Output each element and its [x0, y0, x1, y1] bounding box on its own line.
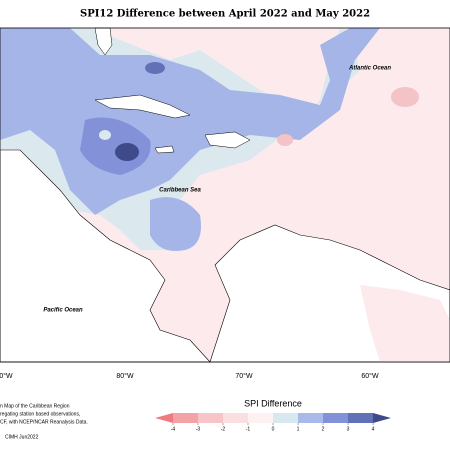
colorbar-bin	[223, 413, 248, 423]
footnote-line: CIMH Jun2022	[5, 434, 39, 440]
colorbar-tick-label: 3	[347, 426, 350, 432]
hispaniola	[204, 131, 251, 149]
colorbar-tick-label: 0	[272, 426, 275, 432]
colorbar-bin	[173, 413, 198, 423]
legend-title: SPI Difference	[244, 398, 302, 408]
title: SPI12 Difference between April 2022 and …	[80, 9, 370, 20]
longitude-label: 60°W	[361, 372, 379, 380]
colorbar-tick-label: -4	[171, 426, 176, 432]
blue-area	[80, 117, 151, 175]
longitude-label: 0°W	[0, 372, 13, 380]
colorbar-bin	[323, 413, 348, 423]
colorbar-tick-label: 1	[297, 426, 300, 432]
colorbar-tick-label: 4	[372, 426, 375, 432]
jamaica	[154, 145, 175, 154]
footnote-line: n Map of the Caribbean Region	[0, 403, 70, 409]
longitude-label: 70°W	[235, 372, 253, 380]
colorbar-bin	[298, 413, 323, 423]
footnote-line: regating station based observations,	[0, 411, 80, 417]
colorbar-tick-label: -3	[196, 426, 201, 432]
sea-label: Caribbean Sea	[159, 188, 201, 194]
cuba	[94, 94, 191, 119]
ocean-label: Pacific Ocean	[43, 308, 83, 314]
colorbar-end	[155, 413, 173, 423]
legend: -4 -3 -2 -1 0 1 2 3 4	[155, 413, 391, 432]
dark-area	[145, 62, 165, 74]
dark-area	[115, 143, 139, 161]
colorbar-tick-label: 2	[322, 426, 325, 432]
ocean-label: Atlantic Ocean	[348, 66, 391, 72]
colorbar-bin	[198, 413, 223, 423]
land-pink	[360, 285, 450, 362]
colorbar-bin	[248, 413, 273, 423]
colorbar-tick-label: -1	[246, 426, 251, 432]
blue-area	[150, 197, 201, 251]
pink-area	[391, 87, 419, 107]
colorbar-bin	[273, 413, 298, 423]
footnote: n Map of the Caribbean Region regating s…	[0, 403, 88, 440]
pink-area	[277, 134, 293, 146]
map: Atlantic Ocean Caribbean Sea Pacific Oce…	[0, 27, 450, 363]
longitude-labels: 0°W 80°W 70°W 60°W	[0, 372, 379, 380]
land	[0, 149, 211, 363]
footnote-line: CF, with NCEP/NCAR Reanalysis Data.	[0, 419, 88, 425]
colorbar-tick-label: -2	[221, 426, 226, 432]
colorbar-end	[373, 413, 391, 423]
blue-area	[0, 28, 380, 215]
longitude-label: 80°W	[116, 372, 134, 380]
light-area	[99, 130, 111, 140]
colorbar-bin	[348, 413, 373, 423]
map-frame	[0, 27, 450, 363]
